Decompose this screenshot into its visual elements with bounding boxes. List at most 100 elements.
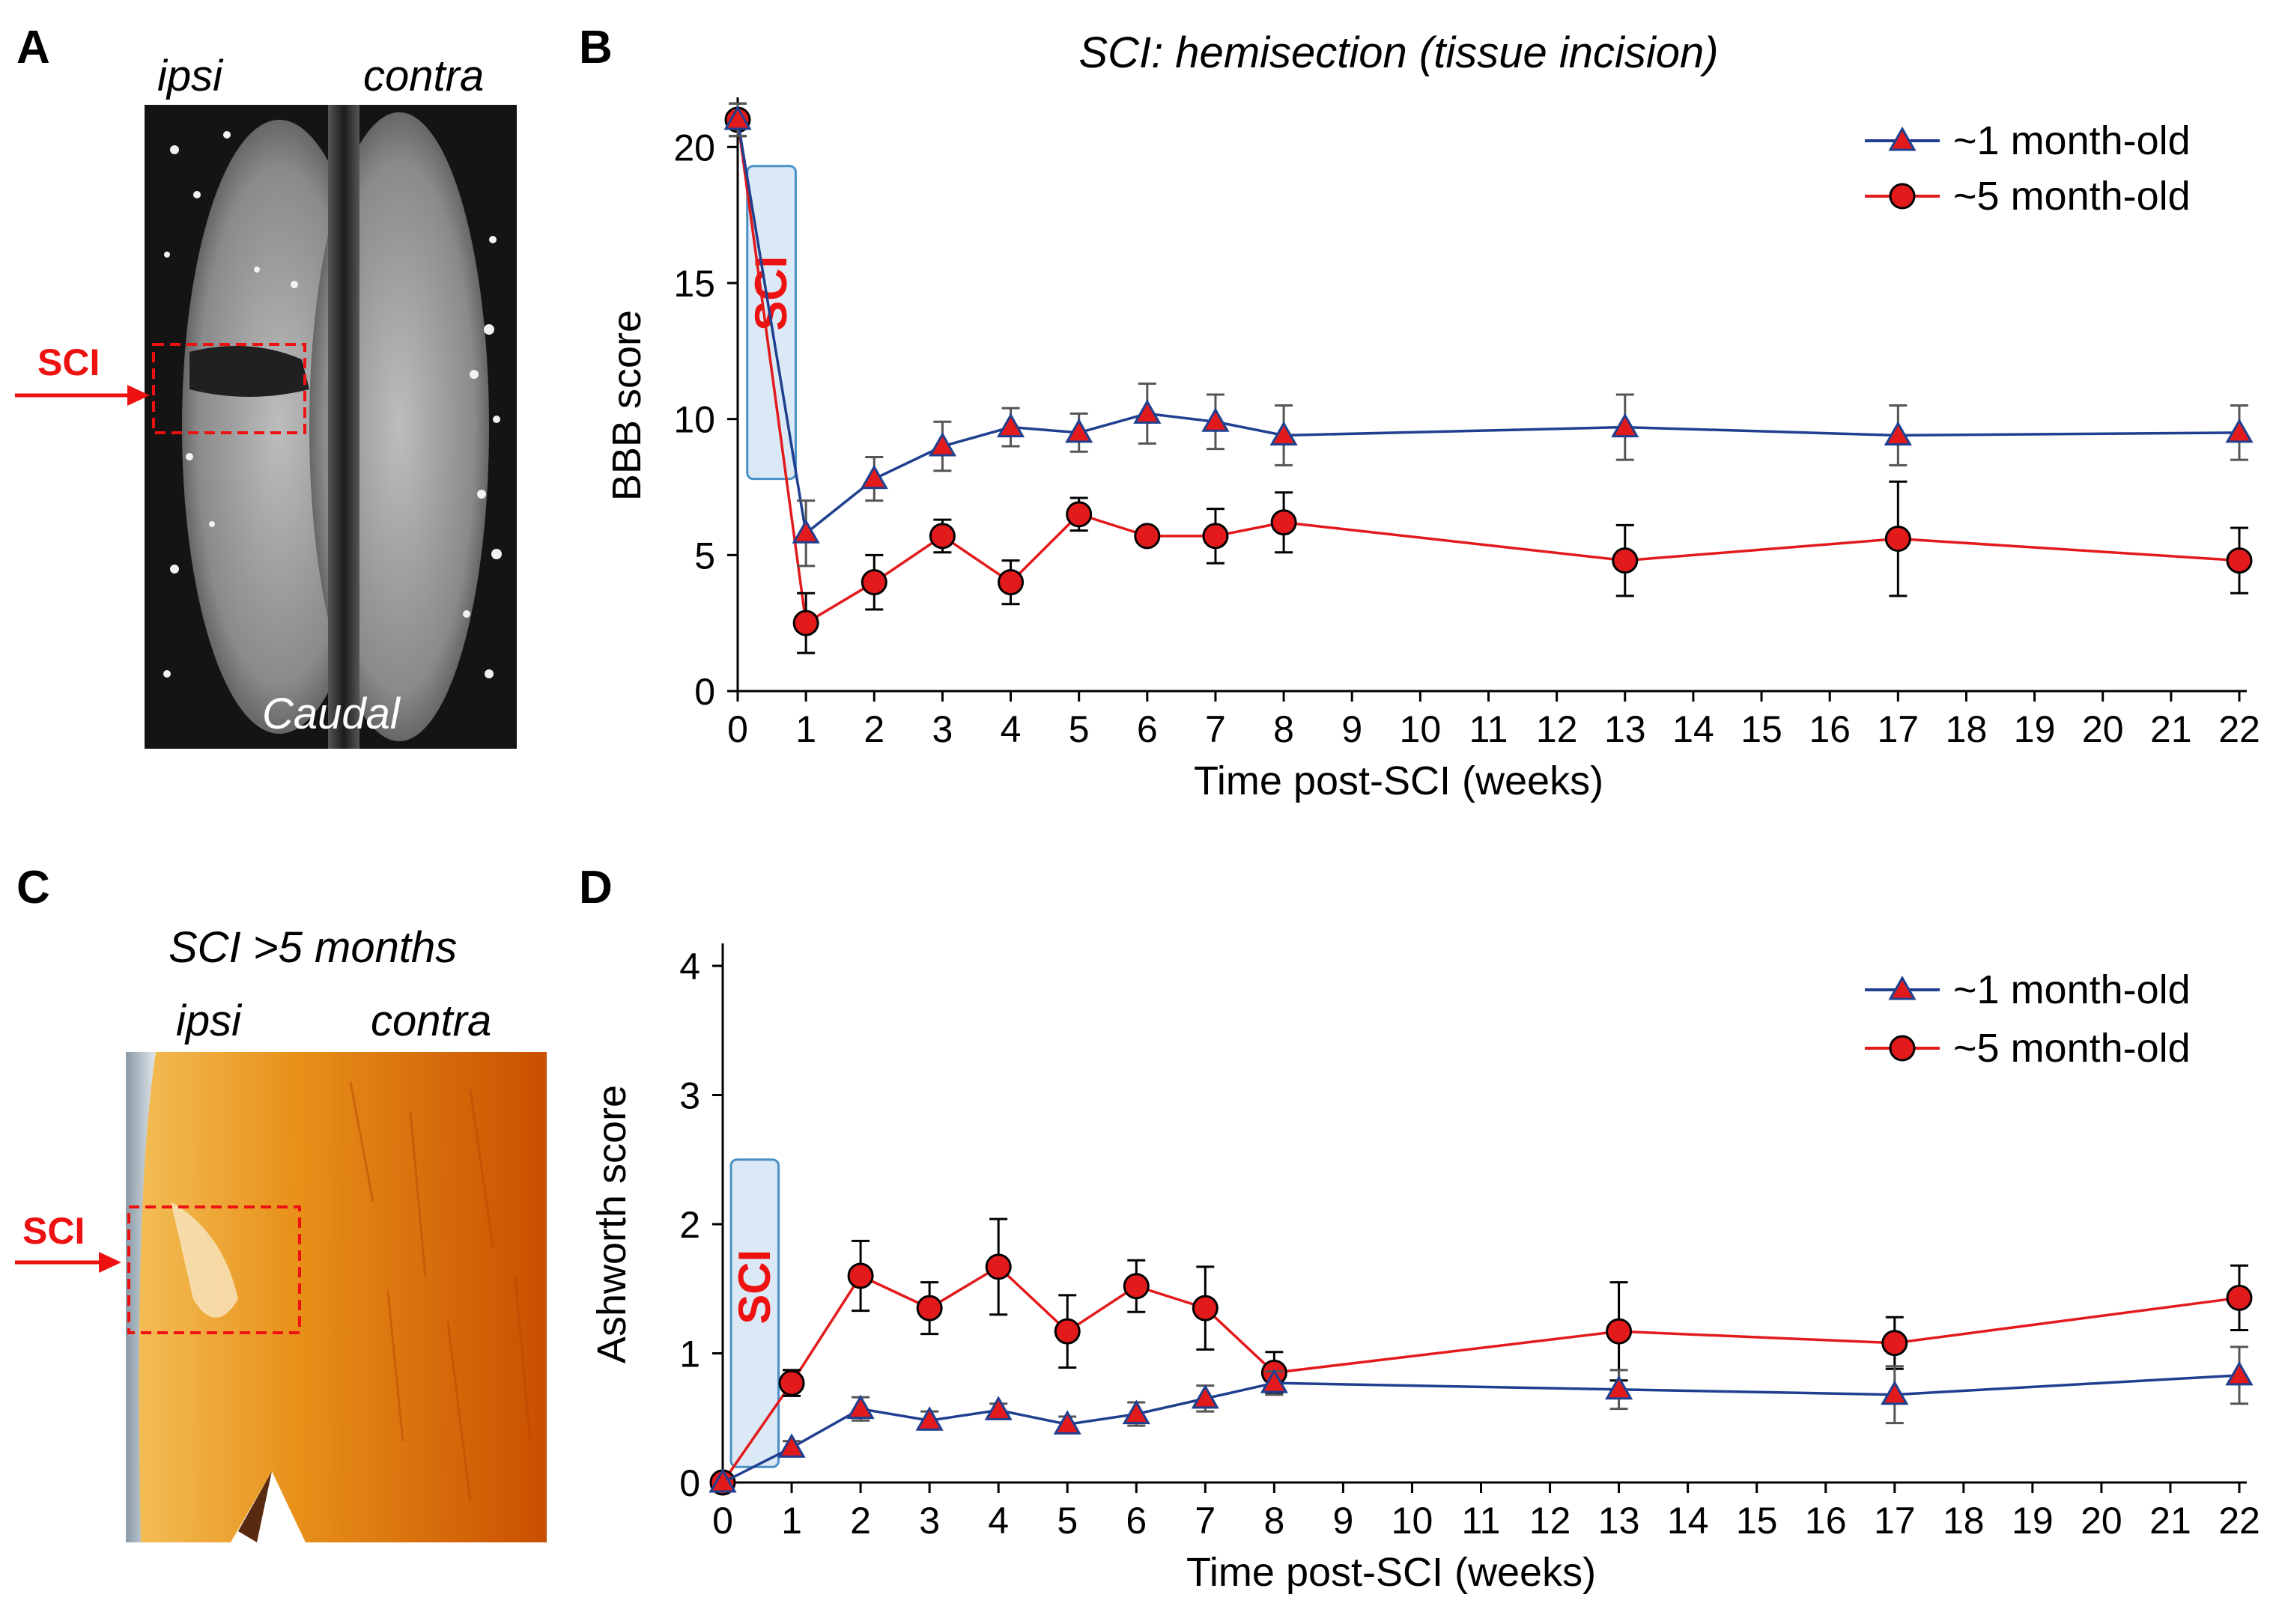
chart-d-x-tick-label: 4 bbox=[988, 1500, 1009, 1542]
chart-d-y-axis-label: Ashworth score bbox=[589, 1085, 634, 1363]
chart-d-young-point bbox=[1122, 1399, 1150, 1425]
chart-d-old-point bbox=[2226, 1284, 2253, 1311]
chart-b-x-tick-label: 4 bbox=[1001, 708, 1022, 750]
chart-b-x-tick-label: 12 bbox=[1536, 708, 1578, 750]
chart-d-y-tick-label: 2 bbox=[679, 1204, 700, 1246]
chart-d-x-tick-label: 11 bbox=[1462, 1500, 1501, 1542]
chart-d-x-tick-label: 13 bbox=[1598, 1500, 1640, 1542]
panel-label-b: B bbox=[579, 22, 613, 73]
chart-b-old-point bbox=[1202, 523, 1229, 550]
chart-b-old-point bbox=[1884, 526, 1911, 553]
chart-b-x-tick-label: 3 bbox=[932, 708, 953, 750]
sci-label-a: SCI bbox=[37, 341, 100, 383]
chart-b-old-point bbox=[1270, 509, 1297, 536]
chart-b-old-point bbox=[929, 523, 956, 550]
chart-d-x-tick-label: 17 bbox=[1874, 1500, 1916, 1542]
chart-b-title: SCI: hemisection (tissue incision) bbox=[1078, 28, 1718, 77]
chart-b-y-tick-label: 0 bbox=[694, 671, 715, 713]
photo-a-contra-label: contra bbox=[363, 52, 485, 100]
chart-d-x-tick-label: 21 bbox=[2149, 1500, 2191, 1542]
chart-d-young-point bbox=[846, 1394, 875, 1420]
chart-d-old-point bbox=[1881, 1330, 1908, 1357]
chart-d-old-line bbox=[721, 1265, 2240, 1483]
chart-d-x-tick-label: 16 bbox=[1805, 1500, 1847, 1542]
chart-d-young-point bbox=[777, 1433, 806, 1458]
chart-b-young-point bbox=[1884, 421, 1912, 445]
photo-a-caudal-label: Caudal bbox=[262, 690, 400, 738]
spinal-cord-photo-a bbox=[145, 105, 517, 749]
chart-d-young-point bbox=[1053, 1410, 1081, 1435]
chart-d-young-point bbox=[1191, 1384, 1219, 1409]
chart-d-x-tick-label: 7 bbox=[1195, 1500, 1216, 1542]
chart-b-x-tick-label: 0 bbox=[727, 708, 748, 750]
chart-b-old-line bbox=[736, 119, 2240, 626]
chart-b-legend-item: ~1 month-old bbox=[1865, 118, 2191, 163]
chart-b-legend-marker bbox=[1889, 183, 1916, 210]
chart-b-old-point bbox=[792, 609, 819, 636]
chart-d-x-tick-label: 18 bbox=[1943, 1500, 1985, 1542]
sci-arrow-a bbox=[15, 343, 306, 434]
chart-b-young-point bbox=[1133, 399, 1162, 424]
chart-b-young-point bbox=[860, 464, 888, 490]
chart-d-old-point bbox=[1054, 1318, 1081, 1345]
chart-b-x-tick-label: 10 bbox=[1400, 708, 1442, 750]
chart-b-old-point bbox=[998, 569, 1025, 596]
chart-d-x-tick-label: 15 bbox=[1736, 1500, 1778, 1542]
chart-b-y-axis-label: BBB score bbox=[604, 310, 649, 501]
photo-c-contra-label: contra bbox=[371, 997, 492, 1045]
photo-c-title: SCI >5 months bbox=[169, 923, 458, 972]
chart-d-legend-item: ~1 month-old bbox=[1865, 967, 2191, 1012]
chart-b-legend-label: ~1 month-old bbox=[1953, 118, 2191, 163]
chart-b-old-point bbox=[2226, 547, 2253, 574]
chart-b-x-tick-label: 22 bbox=[2218, 708, 2260, 750]
chart-b-legend-marker bbox=[1888, 126, 1917, 151]
chart-b-old-point bbox=[1066, 501, 1093, 528]
chart-b-x-tick-label: 14 bbox=[1672, 708, 1714, 750]
sci-label-c: SCI bbox=[22, 1210, 85, 1252]
chart-d-young-point bbox=[1260, 1369, 1288, 1393]
chart-b-x-tick-label: 17 bbox=[1878, 708, 1920, 750]
chart-b-x-axis-label: Time post-SCI (weeks) bbox=[1194, 758, 1603, 803]
chart-d-old-point bbox=[1123, 1273, 1150, 1300]
chart-d-x-tick-label: 2 bbox=[850, 1500, 871, 1542]
chart-d-x-tick-label: 0 bbox=[712, 1500, 733, 1542]
chart-b-young-point bbox=[792, 519, 820, 544]
chart-b-young-point bbox=[2225, 418, 2254, 443]
chart-d-old-point bbox=[916, 1295, 943, 1322]
chart-d-legend-item: ~5 month-old bbox=[1865, 1026, 2191, 1071]
chart-b-y-tick-label: 10 bbox=[673, 399, 715, 441]
chart-b-x-tick-label: 16 bbox=[1809, 708, 1851, 750]
chart-b-x-tick-label: 15 bbox=[1741, 708, 1782, 750]
sci-arrow-c bbox=[15, 1205, 301, 1334]
stained-section-photo-c bbox=[126, 1052, 547, 1542]
chart-b-x-tick-label: 5 bbox=[1069, 708, 1090, 750]
chart-b-x-tick-label: 19 bbox=[2014, 708, 2056, 750]
chart-b-x-tick-label: 18 bbox=[1946, 708, 1988, 750]
chart-b: SCI: hemisection (tissue incision) 0 5 10 15… bbox=[604, 28, 2260, 803]
chart-b-x-tick-label: 6 bbox=[1137, 708, 1158, 750]
chart-b-old-point bbox=[1134, 523, 1161, 550]
chart-d-legend-label: ~1 month-old bbox=[1953, 967, 2191, 1012]
panel-label-a: A bbox=[16, 22, 50, 73]
chart-d-x-tick-label: 19 bbox=[2012, 1500, 2054, 1542]
chart-d-young-point bbox=[2225, 1360, 2254, 1386]
chart-d-x-tick-label: 8 bbox=[1263, 1500, 1284, 1542]
chart-d-y-tick-label: 3 bbox=[679, 1075, 700, 1117]
chart-d-old-point bbox=[847, 1262, 874, 1289]
chart-b-x-tick-label: 9 bbox=[1341, 708, 1362, 750]
chart-b-x-tick-label: 8 bbox=[1273, 708, 1294, 750]
chart-b-x-tick-label: 11 bbox=[1469, 708, 1508, 750]
chart-b-x-tick-label: 2 bbox=[864, 708, 884, 750]
chart-d-young-point bbox=[1605, 1375, 1633, 1400]
chart-d-legend-marker bbox=[1888, 975, 1917, 1000]
chart-d-old-point bbox=[1606, 1318, 1633, 1345]
chart-b-old-point bbox=[861, 569, 887, 596]
chart-d-x-tick-label: 6 bbox=[1126, 1500, 1147, 1542]
panel-label-d: D bbox=[579, 862, 613, 913]
chart-d-y-tick-label: 4 bbox=[679, 946, 700, 988]
chart-d-x-tick-label: 22 bbox=[2218, 1500, 2260, 1542]
chart-d-old-point bbox=[985, 1253, 1012, 1280]
photo-a-ipsi-label: ipsi bbox=[157, 52, 223, 100]
chart-b-young-point bbox=[1201, 407, 1230, 432]
